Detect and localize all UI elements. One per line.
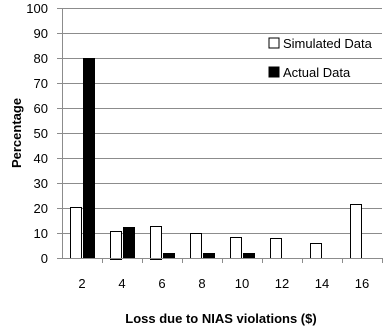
tick-labels: 0 10 20 30 40 50 60 70 80 90 100 2 4 6 8 10 12 14 16	[26, 1, 369, 291]
legend: Simulated Data Actual Data	[268, 36, 373, 80]
x-tick-label: 10	[235, 276, 249, 291]
x-tick-label: 6	[158, 276, 165, 291]
x-tick-label: 8	[198, 276, 205, 291]
bar-simulated-data	[350, 204, 362, 259]
bars	[70, 58, 362, 260]
x-tick-label: 12	[275, 276, 289, 291]
x-tick-label: 2	[78, 276, 85, 291]
y-tick-label: 60	[34, 101, 48, 116]
bar-actual-data	[83, 58, 95, 259]
y-tick-label: 80	[34, 51, 48, 66]
bar-simulated-data	[190, 233, 202, 259]
y-tick-label: 20	[34, 201, 48, 216]
legend-label-simulated: Simulated Data	[283, 36, 373, 51]
bar-actual-data	[123, 227, 135, 259]
bar-simulated-data	[230, 237, 242, 259]
x-tick-label: 4	[118, 276, 125, 291]
bar-simulated-data	[270, 238, 282, 259]
y-tick-label: 10	[34, 226, 48, 241]
y-tick-label: 0	[41, 251, 48, 266]
bar-simulated-data	[310, 243, 322, 259]
x-tick-label: 14	[315, 276, 329, 291]
y-tick-label: 100	[26, 1, 48, 16]
y-tick-label: 30	[34, 176, 48, 191]
y-axis-title: Percentage	[9, 98, 24, 168]
bar-actual-data	[163, 253, 175, 259]
bar-simulated-data	[110, 231, 122, 260]
legend-swatch-actual	[268, 66, 280, 78]
axes	[57, 8, 383, 263]
legend-swatch-simulated	[268, 37, 280, 49]
bar-actual-data	[243, 253, 255, 259]
legend-label-actual: Actual Data	[283, 65, 351, 80]
x-axis-title: Loss due to NIAS violations ($)	[125, 311, 316, 326]
bar-simulated-data	[150, 226, 162, 260]
x-tick-label: 16	[355, 276, 369, 291]
bar-simulated-data	[70, 207, 82, 259]
y-tick-label: 70	[34, 76, 48, 91]
y-tick-label: 50	[34, 126, 48, 141]
y-tick-label: 90	[34, 26, 48, 41]
gridlines	[62, 8, 382, 234]
bar-actual-data	[203, 253, 215, 259]
y-tick-label: 40	[34, 151, 48, 166]
